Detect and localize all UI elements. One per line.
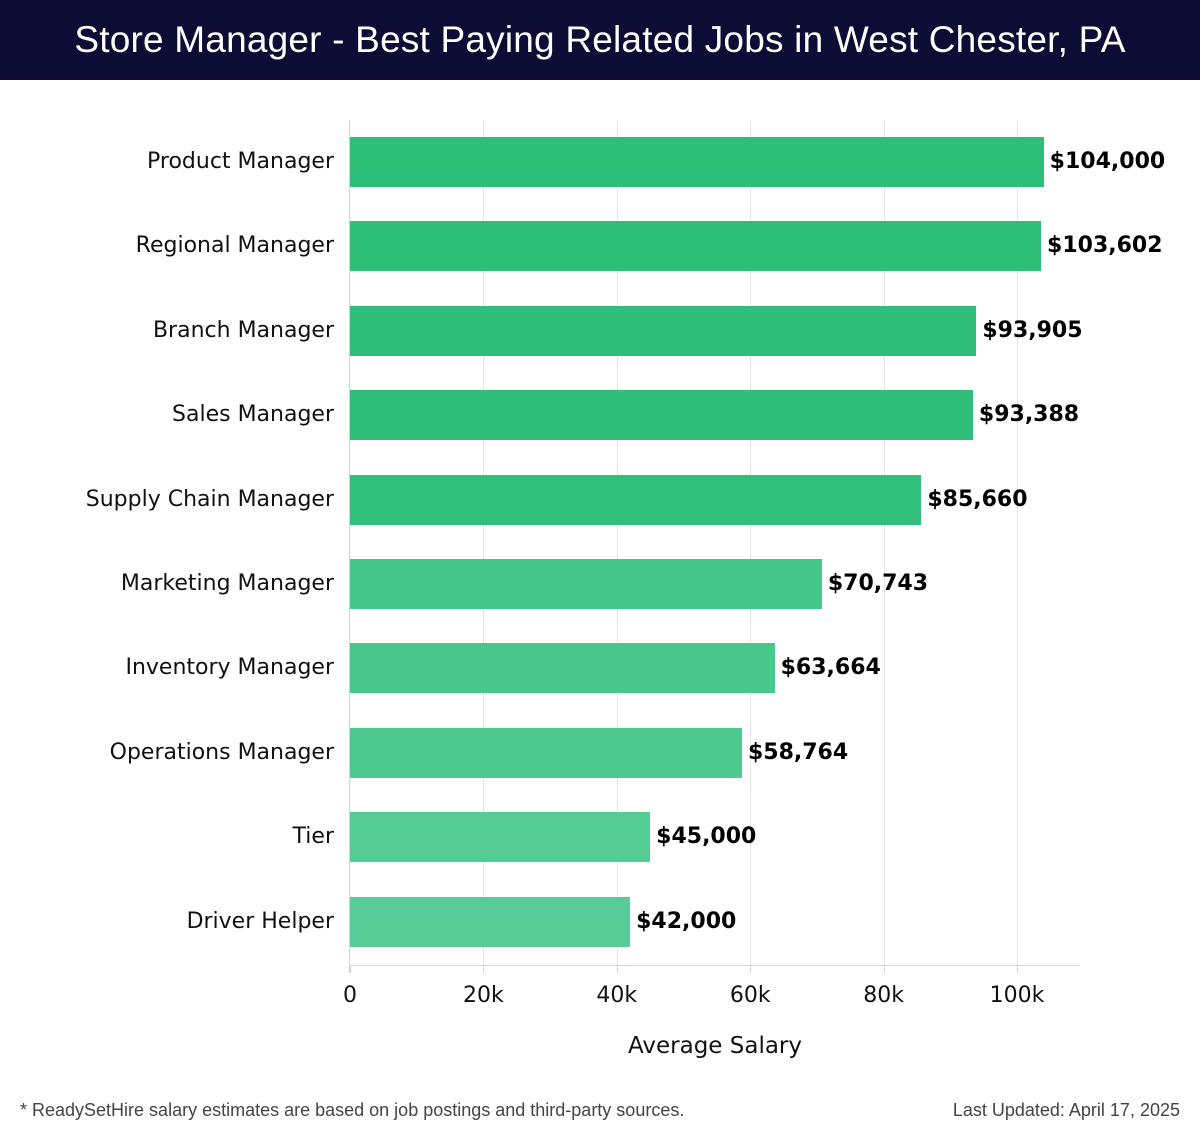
gridline [750,120,752,973]
chart-title: Store Manager - Best Paying Related Jobs… [74,19,1126,60]
last-updated: Last Updated: April 17, 2025 [952,1100,1180,1120]
chart-title-banner: Store Manager - Best Paying Related Jobs… [0,0,1200,80]
category-label: Product Manager [147,149,334,174]
bar [350,390,973,441]
bar [350,559,822,609]
bar [350,812,651,863]
bar [350,727,742,778]
category-label: Inventory Manager [125,655,334,681]
value-label: $70,743 [827,571,929,596]
category-label: Operations Manager [109,739,334,765]
category-label: Sales Manager [172,402,334,428]
value-label: $45,000 [656,824,757,850]
bar [350,474,922,525]
x-tick [1017,965,1018,973]
x-tick-label: 100k [989,983,1045,1008]
value-label: $85,660 [927,486,1028,512]
footnote: * ReadySetHire salary estimates are base… [20,1100,685,1120]
x-tick-label: 60k [729,983,771,1008]
x-tick [883,965,885,973]
x-tick [483,965,485,973]
x-tick [750,965,752,973]
gridline [883,120,885,973]
x-tick-label: 40k [596,983,638,1008]
value-label: $93,388 [978,402,1080,428]
bar [350,643,775,694]
category-label: Marketing Manager [120,571,334,596]
x-tick [350,965,351,973]
bar [350,896,631,947]
value-label: $58,764 [747,739,849,765]
x-axis-line [350,965,1080,966]
x-tick [616,965,618,973]
value-label: $104,000 [1049,149,1166,174]
value-label: $103,602 [1047,233,1163,259]
category-label: Supply Chain Manager [85,486,334,512]
gridline [1017,120,1018,973]
value-label: $42,000 [636,908,737,934]
y-axis-line [349,120,350,973]
value-label: $93,905 [982,317,1083,343]
category-label: Branch Manager [152,317,334,343]
x-tick-label: 0 [343,983,357,1008]
gridline [483,120,485,973]
bar [350,221,1042,272]
category-label: Driver Helper [186,908,334,934]
category-label: Regional Manager [135,233,334,259]
bar [350,137,1044,187]
x-axis-title: Average Salary [627,1033,803,1059]
value-label: $63,664 [780,655,881,681]
bar [350,305,977,356]
category-label: Tier [292,824,334,850]
gridline [616,120,618,973]
x-tick-label: 20k [463,983,504,1008]
x-tick-label: 80k [863,983,904,1008]
